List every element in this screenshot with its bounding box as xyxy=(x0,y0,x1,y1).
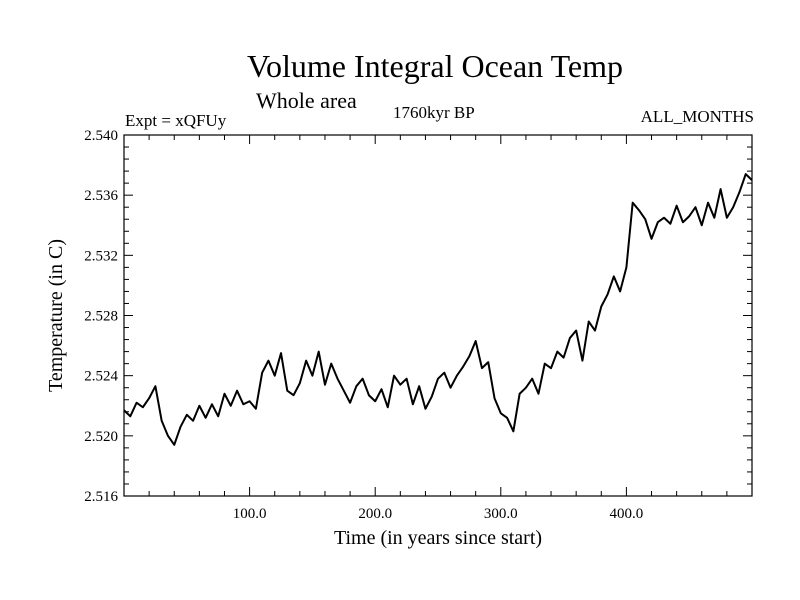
chart-subtitle: Whole area xyxy=(256,88,357,113)
months-label: ALL_MONTHS xyxy=(640,107,754,126)
y-tick-label: 2.516 xyxy=(84,489,118,505)
y-tick-label: 2.532 xyxy=(84,248,118,264)
temperature-series-line xyxy=(123,173,753,446)
x-axis-title: Time (in years since start) xyxy=(334,527,542,549)
chart-title: Volume Integral Ocean Temp xyxy=(246,48,623,84)
plot-frame xyxy=(123,134,753,497)
y-tick-label: 2.540 xyxy=(84,128,118,144)
period-label: 1760kyr BP xyxy=(393,103,475,122)
x-tick-label: 200.0 xyxy=(358,506,392,522)
y-tick-label: 2.528 xyxy=(84,309,118,325)
y-tick-label: 2.524 xyxy=(84,369,118,385)
y-tick-label: 2.536 xyxy=(84,188,118,204)
experiment-label: Expt = xQFUy xyxy=(125,111,227,130)
x-tick-label: 100.0 xyxy=(233,506,267,522)
axis-tick-labels: 100.0 200.0 300.0 400.0 2.516 2.520 2.524 2.528… xyxy=(84,128,643,522)
axis-ticks xyxy=(124,135,752,496)
x-tick-label: 400.0 xyxy=(610,506,644,522)
x-tick-label: 300.0 xyxy=(484,506,518,522)
y-tick-label: 2.520 xyxy=(84,429,118,445)
y-axis-title: Temperature (in C) xyxy=(45,239,67,392)
